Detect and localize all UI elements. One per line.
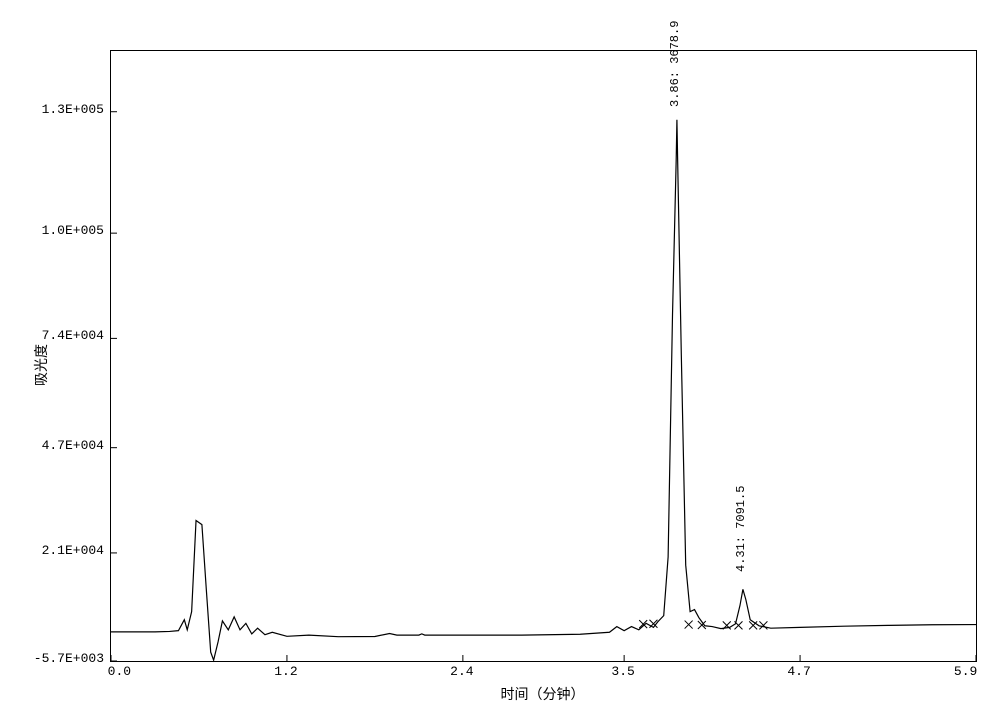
x-tick-label: 4.7 — [787, 664, 810, 679]
x-tick-label: 3.5 — [611, 664, 634, 679]
peak-annotation: 4.31: 7091.5 — [734, 486, 748, 572]
x-tick-label: 2.4 — [450, 664, 473, 679]
x-tick-label: 5.9 — [954, 664, 977, 679]
x-axis-label: 时间（分钟） — [501, 684, 585, 704]
integration-marker — [734, 621, 742, 629]
x-tick-label: 1.2 — [274, 664, 297, 679]
y-tick-label: 2.1E+004 — [42, 543, 104, 558]
integration-marker — [685, 621, 693, 629]
chromatogram-figure: 吸光度 时间（分钟） -5.7E+003 2.1E+004 4.7E+004 7.4E… — [0, 0, 1000, 722]
y-axis-label: 吸光度 — [31, 344, 51, 386]
peak-annotation: 3.86: 3678.9 — [668, 20, 682, 106]
y-tick-label: -5.7E+003 — [34, 651, 104, 666]
y-tick-label: 1.3E+005 — [42, 102, 104, 117]
chromatogram-trace — [111, 120, 976, 660]
y-tick-label: 4.7E+004 — [42, 438, 104, 453]
y-tick-label: 1.0E+005 — [42, 223, 104, 238]
y-tick-label: 7.4E+004 — [42, 328, 104, 343]
trace-svg — [111, 51, 976, 661]
integration-marker — [759, 621, 767, 629]
integration-marker — [749, 621, 757, 629]
plot-area — [110, 50, 977, 662]
x-tick-label: 0.0 — [108, 664, 131, 679]
